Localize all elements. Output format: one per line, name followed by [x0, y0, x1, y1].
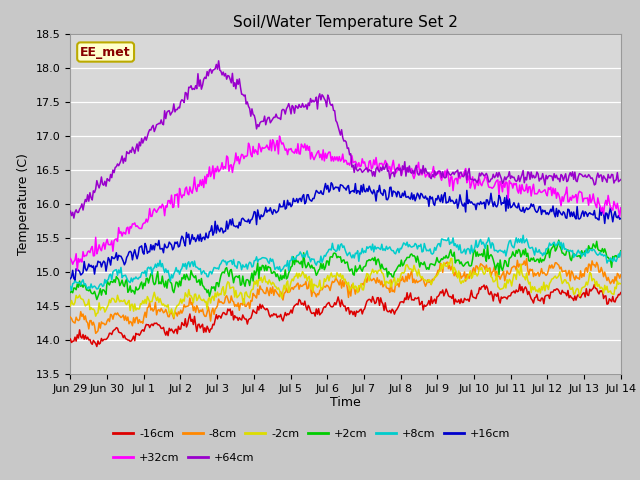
Title: Soil/Water Temperature Set 2: Soil/Water Temperature Set 2: [233, 15, 458, 30]
Text: EE_met: EE_met: [80, 46, 131, 59]
Y-axis label: Temperature (C): Temperature (C): [17, 153, 30, 255]
X-axis label: Time: Time: [330, 396, 361, 408]
Legend: +32cm, +64cm: +32cm, +64cm: [109, 448, 259, 467]
